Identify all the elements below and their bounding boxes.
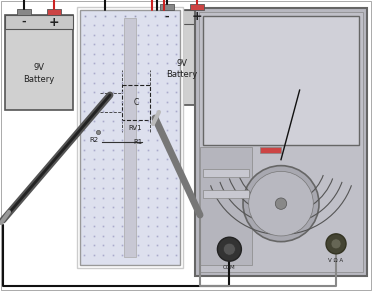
Bar bbox=[77, 7, 183, 268]
Text: +: + bbox=[192, 10, 202, 24]
Text: C: C bbox=[134, 98, 139, 107]
Text: 9V
Battery: 9V Battery bbox=[166, 58, 198, 79]
Circle shape bbox=[275, 198, 287, 209]
Circle shape bbox=[326, 234, 346, 254]
Text: -: - bbox=[22, 17, 26, 27]
Text: R2: R2 bbox=[89, 137, 99, 143]
Text: R1: R1 bbox=[134, 139, 142, 145]
Bar bbox=[200, 147, 251, 265]
Text: -: - bbox=[165, 12, 169, 22]
Circle shape bbox=[217, 237, 241, 261]
Circle shape bbox=[224, 243, 235, 255]
Bar bbox=[190, 4, 204, 10]
Text: 9V
Battery: 9V Battery bbox=[23, 63, 55, 84]
Bar bbox=[5, 15, 73, 29]
Bar bbox=[203, 16, 359, 145]
Bar bbox=[122, 85, 150, 120]
Bar bbox=[199, 12, 363, 272]
Circle shape bbox=[243, 166, 319, 242]
Circle shape bbox=[331, 239, 341, 249]
Bar bbox=[124, 18, 136, 257]
Bar bbox=[260, 147, 281, 153]
Text: V Ω A: V Ω A bbox=[328, 258, 344, 263]
Text: +: + bbox=[49, 15, 59, 29]
Bar bbox=[203, 169, 248, 177]
Bar bbox=[195, 8, 367, 276]
Bar bbox=[148, 10, 216, 105]
Bar bbox=[160, 4, 174, 10]
Circle shape bbox=[249, 171, 313, 236]
Bar bbox=[47, 9, 61, 15]
Bar bbox=[80, 10, 180, 265]
Text: RV1: RV1 bbox=[128, 125, 142, 131]
Text: COM: COM bbox=[223, 265, 236, 270]
Bar bbox=[203, 190, 248, 198]
Bar bbox=[5, 15, 73, 110]
Bar bbox=[17, 9, 31, 15]
Bar bbox=[148, 10, 216, 24]
